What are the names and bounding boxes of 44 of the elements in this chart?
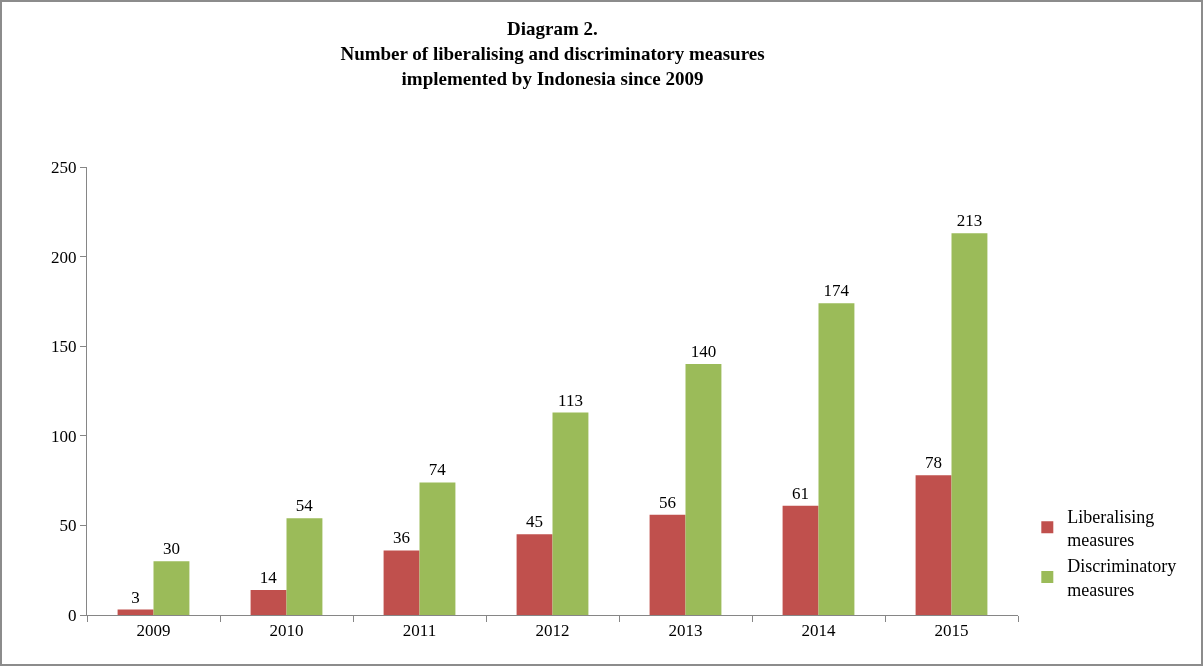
data-label: 140 <box>690 342 717 362</box>
data-label: 14 <box>259 567 278 587</box>
legend-label: Discriminatory measures <box>1067 556 1177 600</box>
bar <box>782 505 819 615</box>
bar <box>383 550 420 615</box>
bar <box>153 561 190 615</box>
x-tick-label: 2009 <box>136 621 171 641</box>
y-tick-label: 0 <box>68 605 77 625</box>
chart-title: Diagram 2. Number of liberalising and discriminatory measures implemented by Indonesia since 2009 <box>340 18 765 89</box>
x-tick-label: 2013 <box>668 621 703 641</box>
data-label: 213 <box>956 211 983 231</box>
data-label: 113 <box>558 390 583 410</box>
x-tick-label: 2014 <box>801 621 836 641</box>
bar <box>250 589 287 615</box>
x-tick-label: 2010 <box>269 621 304 641</box>
y-tick-label: 150 <box>51 337 77 357</box>
bar <box>516 534 553 615</box>
data-label: 36 <box>393 528 411 548</box>
y-tick-label: 200 <box>51 247 77 267</box>
bar <box>419 482 456 615</box>
data-label: 30 <box>162 539 180 559</box>
x-tick-label: 2012 <box>535 621 570 641</box>
bar <box>915 475 952 615</box>
bar <box>552 412 589 615</box>
x-tick-label: 2015 <box>934 621 969 641</box>
bar <box>685 364 722 615</box>
bar <box>649 514 686 615</box>
data-label: 45 <box>526 512 544 532</box>
data-label: 174 <box>823 281 850 301</box>
bar <box>951 233 988 615</box>
bar <box>818 303 855 615</box>
y-tick-label: 100 <box>51 426 77 446</box>
x-tick-label: 2011 <box>402 621 437 641</box>
data-label: 56 <box>659 492 677 512</box>
bar <box>117 609 154 615</box>
y-tick-label: 250 <box>51 157 77 177</box>
data-label: 54 <box>295 496 314 516</box>
data-label: 61 <box>792 483 810 503</box>
legend-label: Liberalising measures <box>1067 506 1155 550</box>
y-tick-label: 50 <box>59 516 77 536</box>
data-label: 78 <box>925 453 943 473</box>
data-label: 3 <box>131 587 140 607</box>
bar <box>286 518 323 615</box>
data-label: 74 <box>428 460 447 480</box>
